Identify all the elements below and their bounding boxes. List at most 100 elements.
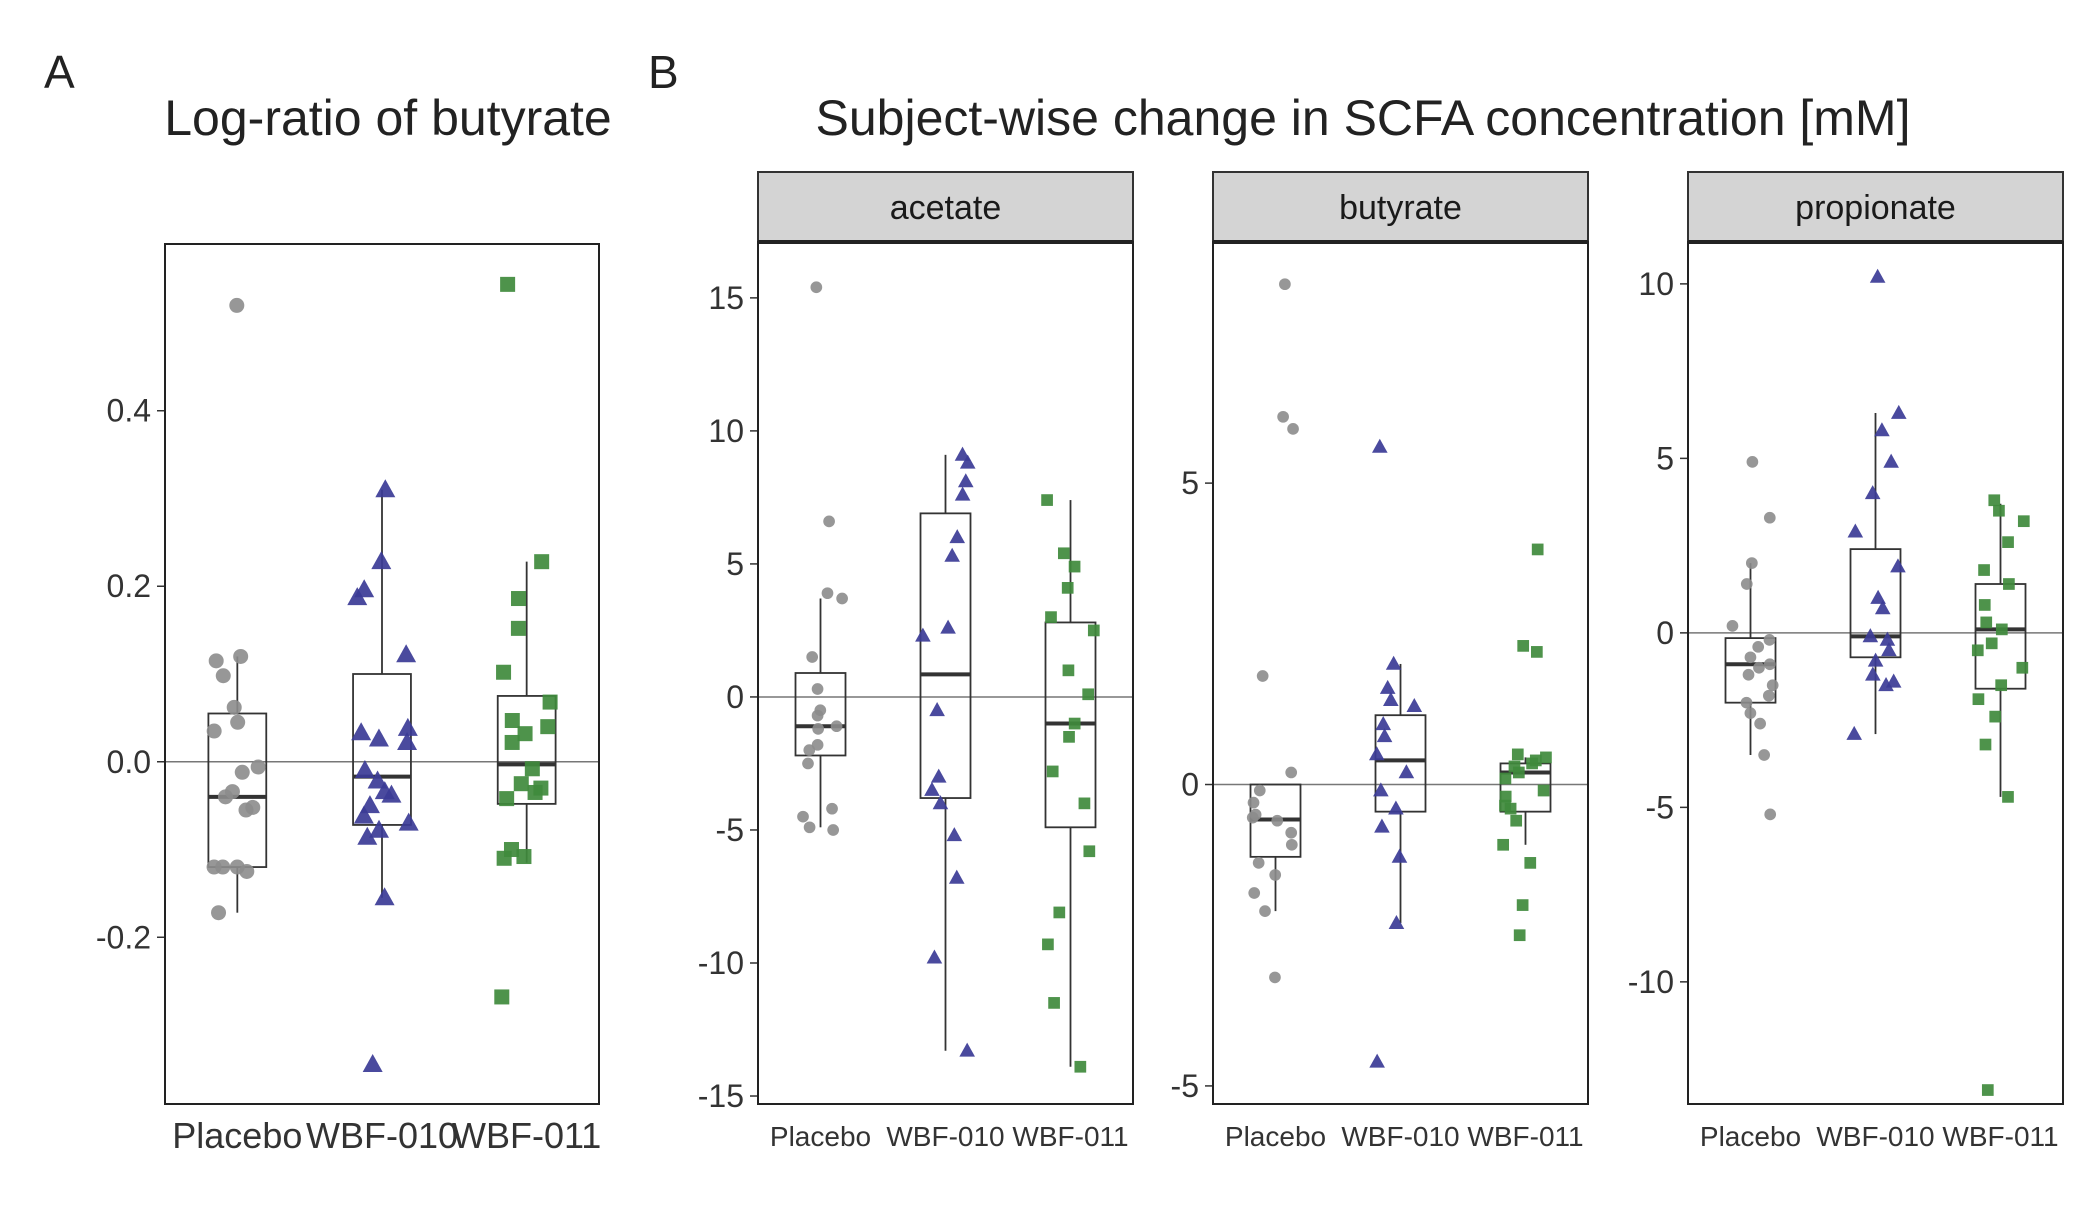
data-point bbox=[1042, 938, 1054, 951]
data-point bbox=[357, 826, 378, 845]
facet-strip bbox=[757, 171, 1134, 243]
data-point bbox=[239, 863, 255, 879]
data-point bbox=[362, 1054, 383, 1073]
data-point bbox=[1890, 558, 1906, 573]
data-point bbox=[208, 653, 224, 669]
plot-frame bbox=[1212, 241, 1589, 1105]
data-point bbox=[1978, 564, 1990, 576]
plot-acetate: acetate -15 -10 -5 0 5 10 15 Placebo WBF-010 WBF-0… bbox=[698, 171, 1134, 1152]
data-point bbox=[944, 547, 960, 562]
data-point bbox=[1063, 731, 1075, 743]
data-point bbox=[1524, 857, 1537, 869]
data-point bbox=[354, 760, 375, 779]
data-point bbox=[510, 620, 526, 636]
data-point bbox=[229, 297, 245, 313]
data-point bbox=[1740, 578, 1753, 590]
data-point bbox=[1516, 899, 1529, 911]
data-point bbox=[1742, 668, 1755, 681]
data-point bbox=[1388, 914, 1405, 930]
data-point bbox=[1540, 751, 1552, 764]
data-point bbox=[1881, 642, 1897, 657]
y-tick-label: 10 bbox=[708, 413, 744, 449]
data-point bbox=[1285, 766, 1298, 779]
data-point bbox=[1391, 848, 1408, 863]
y-tick-label: -5 bbox=[716, 812, 744, 848]
data-point bbox=[1763, 511, 1776, 524]
y-tick-label: -10 bbox=[698, 945, 744, 981]
data-point bbox=[1971, 644, 1984, 657]
data-point bbox=[1865, 666, 1881, 681]
plot-propionate: propionate -10 -5 0 5 10 Placebo WBF-010 WBF-011 bbox=[1628, 171, 2064, 1152]
data-point bbox=[1256, 670, 1269, 682]
data-point bbox=[347, 587, 368, 606]
x-category-label: Placebo bbox=[1225, 1121, 1326, 1152]
data-point bbox=[1763, 633, 1776, 646]
data-point bbox=[1285, 838, 1298, 851]
x-category-label: Placebo bbox=[1700, 1121, 1801, 1152]
data-point bbox=[1874, 600, 1891, 615]
data-point bbox=[375, 479, 396, 498]
data-point bbox=[821, 587, 834, 600]
data-point bbox=[1053, 906, 1066, 919]
data-point bbox=[1993, 504, 2005, 517]
data-point bbox=[1285, 826, 1298, 839]
data-point bbox=[1754, 717, 1766, 730]
data-point bbox=[513, 776, 529, 792]
data-point bbox=[826, 802, 838, 815]
data-point bbox=[2002, 536, 2014, 548]
data-point bbox=[803, 821, 816, 834]
plot-frame bbox=[757, 241, 1134, 1105]
data-point bbox=[2002, 791, 2014, 803]
data-point bbox=[504, 713, 520, 729]
data-point bbox=[1980, 616, 1993, 629]
data-point bbox=[1045, 611, 1057, 623]
y-tick-label: 0.0 bbox=[107, 744, 151, 780]
y-tick-label: 15 bbox=[708, 280, 744, 316]
y-tick-label: 0 bbox=[1656, 615, 1674, 651]
box-iqr bbox=[496, 695, 557, 805]
data-point bbox=[929, 702, 945, 717]
y-tick-label: 0.2 bbox=[107, 568, 151, 604]
data-point bbox=[1252, 857, 1265, 869]
facet-strip bbox=[1212, 171, 1589, 243]
data-point bbox=[946, 827, 963, 842]
data-point bbox=[1259, 905, 1271, 917]
data-point bbox=[1758, 749, 1770, 761]
data-point bbox=[1068, 560, 1081, 573]
data-point bbox=[1383, 691, 1399, 706]
data-point bbox=[1374, 818, 1390, 833]
data-point bbox=[802, 757, 814, 770]
data-point bbox=[1867, 652, 1884, 667]
data-point bbox=[397, 731, 418, 750]
data-point bbox=[1388, 800, 1404, 815]
data-point bbox=[511, 591, 527, 607]
data-point bbox=[827, 824, 840, 836]
data-point bbox=[1753, 661, 1765, 674]
data-point bbox=[1511, 748, 1524, 761]
y-tick-label: -5 bbox=[1646, 789, 1674, 825]
data-point bbox=[1862, 628, 1879, 643]
x-category-label: WBF-010 bbox=[306, 1115, 458, 1156]
x-category-label: WBF-010 bbox=[1341, 1121, 1459, 1152]
data-point bbox=[527, 784, 543, 800]
y-tick-label: 10 bbox=[1638, 266, 1674, 302]
data-point bbox=[542, 694, 558, 710]
panel-b-letter: B bbox=[648, 46, 679, 98]
data-point bbox=[1062, 664, 1075, 677]
data-point bbox=[1746, 456, 1759, 468]
y-tick-label: 5 bbox=[1181, 465, 1199, 501]
data-point bbox=[924, 781, 940, 796]
data-point bbox=[1745, 557, 1758, 569]
data-point bbox=[1512, 766, 1525, 779]
data-point bbox=[959, 1042, 975, 1057]
data-point bbox=[806, 651, 819, 663]
data-point bbox=[1744, 651, 1757, 664]
facet-strip-label: acetate bbox=[890, 189, 1002, 227]
data-point bbox=[534, 554, 550, 570]
data-point bbox=[1890, 404, 1907, 419]
data-point bbox=[1989, 710, 2002, 723]
data-point bbox=[397, 717, 418, 736]
data-point bbox=[517, 726, 533, 742]
data-point bbox=[1271, 814, 1284, 827]
